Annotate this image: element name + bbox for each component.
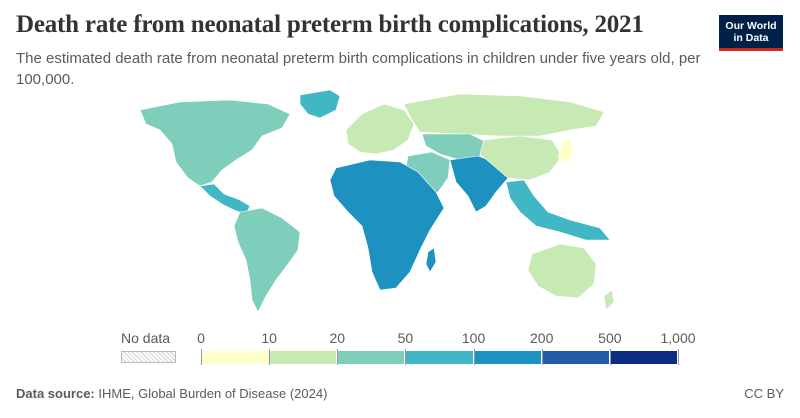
region-china[interactable] [479,135,563,181]
data-source-text[interactable]: IHME, Global Burden of Disease (2024) [98,386,328,401]
region-japan[interactable] [557,137,575,165]
legend-tick-label: 20 [329,330,346,346]
legend-bin-3[interactable] [405,351,474,364]
legend-bin-6[interactable] [609,351,678,364]
legend-tick-label: 500 [598,330,622,346]
legend-tick-mark [473,349,475,365]
region-south-america[interactable] [233,207,301,313]
legend-tick-mark [201,349,202,365]
legend-tick-label: 200 [530,330,554,346]
region-greenland[interactable] [299,89,341,119]
legend-bin-5[interactable] [541,351,610,364]
legend-tick-label: 0 [197,330,205,346]
region-southeast-asia[interactable] [505,179,611,241]
legend-tick-mark [337,349,339,365]
region-north-america[interactable] [139,99,291,187]
region-europe[interactable] [345,103,415,155]
legend-tick-mark [405,349,407,365]
logo-line-1: Our World [725,20,777,32]
owid-logo[interactable]: Our World in Data [719,15,783,51]
logo-line-2: in Data [733,32,769,44]
legend-tick-label: 10 [261,330,277,346]
region-russia[interactable] [403,93,605,137]
legend-bin-4[interactable] [473,351,542,364]
legend-no-data-swatch[interactable] [121,351,176,363]
legend-bin-1[interactable] [269,351,338,364]
region-australia[interactable] [527,243,597,299]
license-link[interactable]: CC BY [744,386,784,401]
data-source: Data source: IHME, Global Burden of Dise… [16,386,327,401]
region-madagascar[interactable] [425,247,437,273]
legend-tick-mark [678,349,679,365]
legend-tick-mark [609,349,611,365]
data-source-label: Data source: [16,386,95,401]
legend-tick-mark [541,349,543,365]
region-central-america[interactable] [199,183,251,215]
legend-tick-label: 100 [461,330,486,346]
legend-no-data-label: No data [121,330,171,346]
legend-tick-mark [269,349,271,365]
legend-tick-label: 1,000 [660,330,696,346]
legend-bin-2[interactable] [337,351,406,364]
chart-subtitle: The estimated death rate from neonatal p… [16,50,701,88]
chart-title: Death rate from neonatal preterm birth c… [16,11,644,38]
legend-tick-label: 50 [397,330,414,346]
legend-bin-0[interactable] [201,351,270,364]
region-new-zealand[interactable] [603,289,615,311]
world-map[interactable] [0,88,800,328]
region-africa[interactable] [329,159,445,291]
